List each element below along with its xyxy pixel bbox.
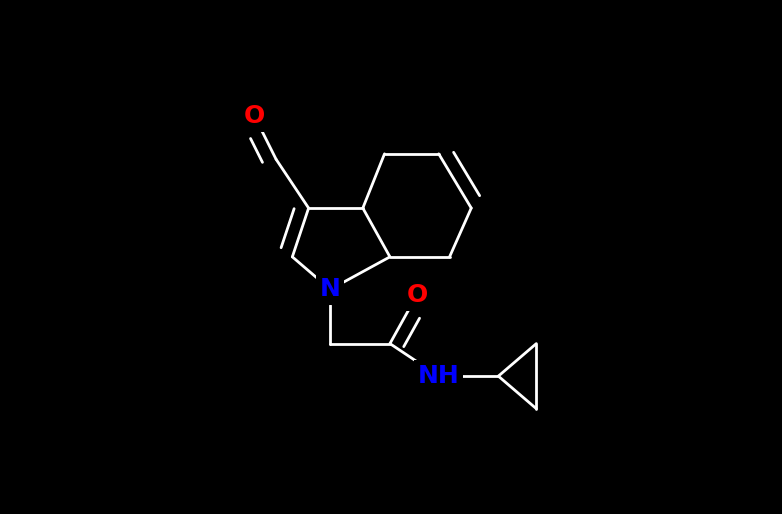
Text: O: O	[407, 283, 428, 307]
Text: NH: NH	[418, 364, 460, 388]
Text: O: O	[244, 104, 265, 128]
Text: N: N	[320, 278, 341, 301]
